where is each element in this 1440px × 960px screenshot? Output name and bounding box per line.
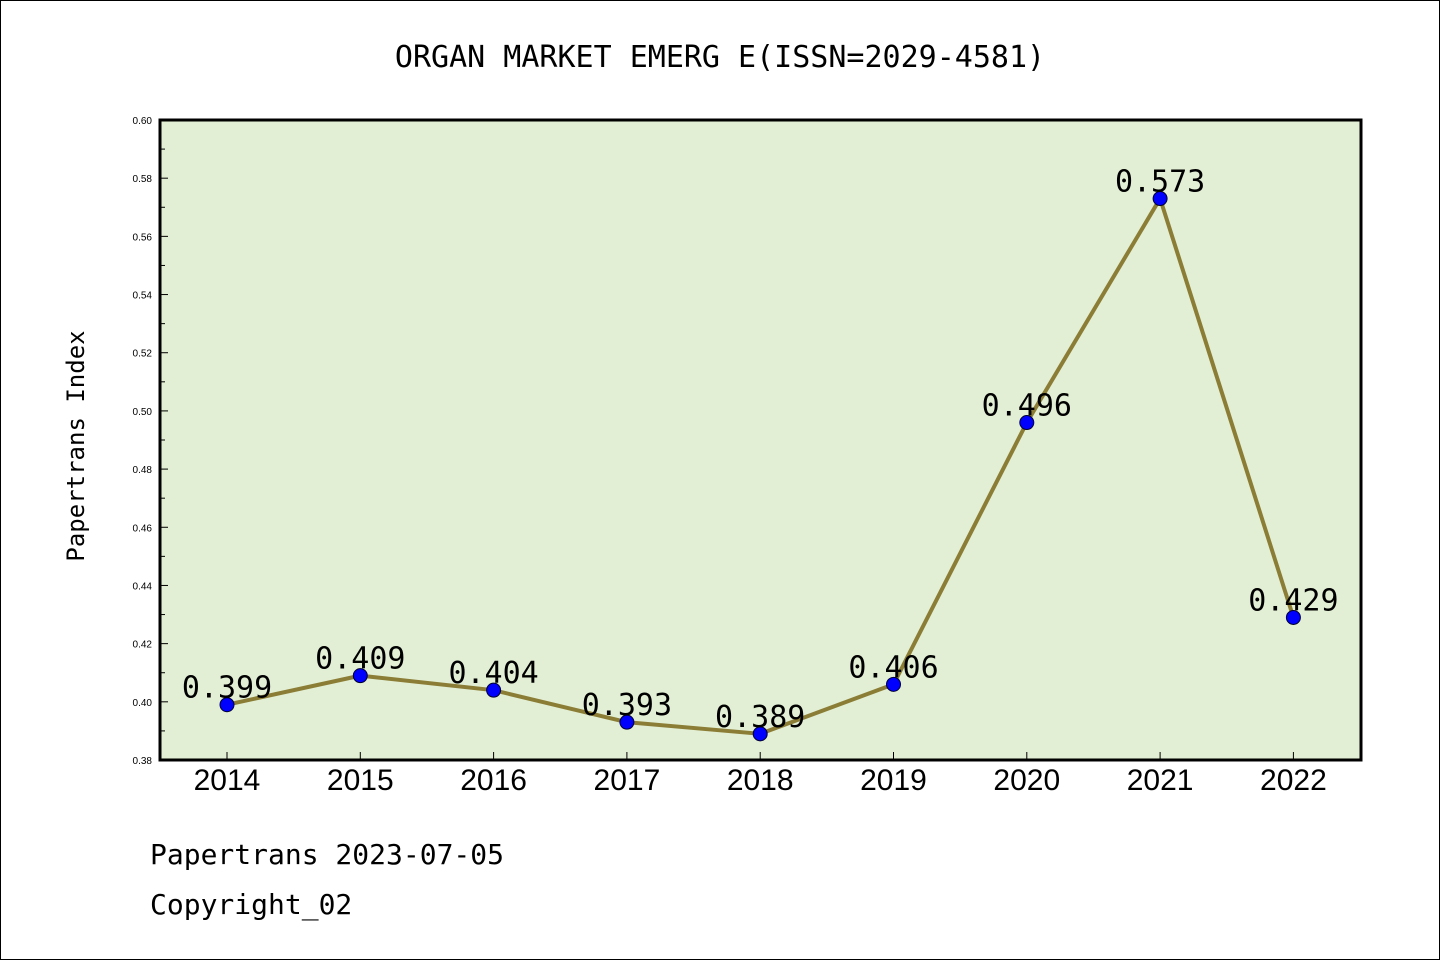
y-tick-label: 0.42 (133, 640, 153, 651)
data-point (219, 697, 235, 713)
y-tick-label: 0.52 (133, 349, 153, 360)
data-point (752, 726, 768, 742)
y-tick-label: 0.38 (133, 756, 153, 767)
data-label: 0.429 (1248, 583, 1338, 618)
x-axis: 2014 2015 2016 2017 2018 2019 2020 2021 2022 (194, 752, 1327, 797)
y-tick-label: 0.44 (133, 581, 153, 592)
data-label: 0.573 (1115, 165, 1205, 200)
y-tick-label: 0.40 (133, 698, 153, 709)
data-point (1019, 415, 1035, 431)
y-tick-label: 0.56 (133, 232, 153, 243)
data-label: 0.389 (715, 700, 805, 735)
x-tick-label: 2022 (1260, 764, 1327, 797)
data-point (886, 676, 901, 692)
footer-copyright: Copyright_02 (150, 888, 352, 922)
x-tick-label: 2019 (860, 764, 927, 797)
data-label: 0.409 (315, 642, 405, 677)
y-tick-label: 0.60 (133, 116, 153, 127)
x-tick-label: 2017 (594, 764, 661, 797)
y-tick-label: 0.46 (133, 523, 153, 534)
plot-area (158, 118, 1363, 762)
x-tick-label: 2021 (1127, 764, 1194, 797)
data-point (486, 682, 502, 698)
x-tick-label: 2014 (194, 764, 261, 797)
data-point (352, 668, 368, 684)
x-tick-label: 2018 (727, 764, 794, 797)
y-tick-label: 0.58 (133, 174, 153, 185)
footer-date: Papertrans 2023-07-05 (150, 838, 504, 871)
data-point (619, 714, 635, 730)
y-axis-label: Papertrans Index (62, 330, 90, 561)
x-tick-label: 2015 (327, 764, 394, 797)
y-axis: 0.38 0.40 0.42 0.44 0.46 0.48 0.50 0.52 0.54 0.56… (133, 116, 168, 767)
data-label: 0.399 (182, 671, 272, 706)
data-point (1285, 609, 1301, 625)
x-tick-label: 2020 (993, 764, 1060, 797)
data-point (1152, 191, 1168, 207)
y-tick-label: 0.48 (133, 465, 153, 476)
series: 0.399 0.409 0.404 0.393 0.389 0.406 0.496 0.573… (182, 165, 1339, 742)
chart-title: ORGAN MARKET EMERG E(ISSN=2029-4581) (395, 40, 1045, 75)
data-label: 0.496 (982, 389, 1072, 424)
y-tick-label: 0.50 (133, 407, 153, 418)
y-tick-label: 0.54 (133, 291, 153, 302)
data-label: 0.393 (582, 688, 672, 723)
data-label: 0.404 (448, 656, 538, 691)
x-tick-label: 2016 (460, 764, 527, 797)
data-label: 0.406 (848, 650, 938, 685)
